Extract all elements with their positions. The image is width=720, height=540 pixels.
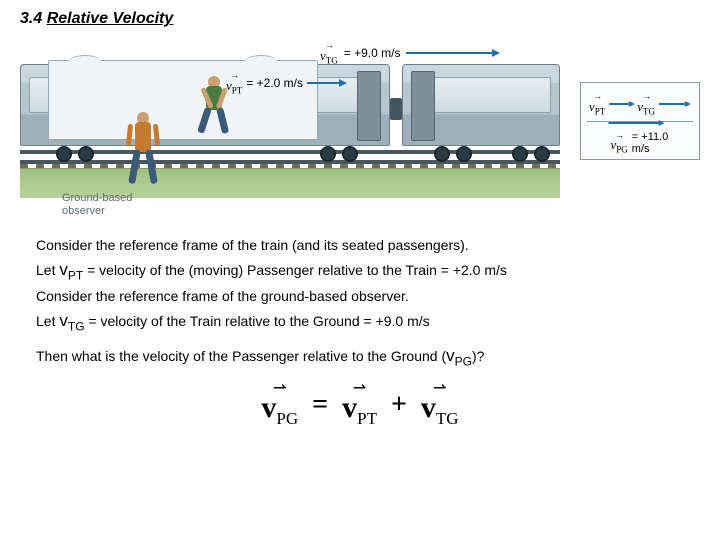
para-3: Consider the reference frame of the grou… [36, 287, 684, 306]
para-4: Let vTG = velocity of the Train relative… [36, 310, 684, 335]
para-2: Let vPT = velocity of the (moving) Passe… [36, 259, 684, 284]
section-number: 3.4 [20, 10, 42, 27]
section-header: 3.4 Relative Velocity [0, 0, 720, 34]
v-tg-value: = +9.0 m/s [344, 46, 401, 60]
wheel-icon [456, 146, 472, 162]
explanation-text: Consider the reference frame of the trai… [0, 222, 720, 370]
train-car [402, 64, 560, 146]
v-tg-symbol: → vTG [320, 42, 338, 65]
vbox-vpg: →vPG = +11.0 m/s [611, 131, 670, 155]
v-pt-arrow-icon [307, 78, 347, 88]
eq-term-vpt: ⇀ vPT [342, 384, 377, 428]
coupling [390, 98, 402, 120]
car-door [411, 71, 435, 141]
wheel-icon [512, 146, 528, 162]
eq-plus: + [391, 389, 407, 421]
vector-equation: ⇀ vPG = ⇀ vPT + ⇀ vTG [150, 384, 570, 428]
wheel-icon [320, 146, 336, 162]
passenger-figure [200, 76, 228, 134]
v-tg-annotation: → vTG = +9.0 m/s [320, 42, 500, 65]
wheel-icon [534, 146, 550, 162]
section-title: Relative Velocity [47, 10, 174, 27]
wheel-icon [342, 146, 358, 162]
vector-diagram-box: →vPT →vTG →vPG = +11.0 m/s [580, 82, 700, 160]
v-pt-value: = +2.0 m/s [246, 76, 303, 90]
para-5: Then what is the velocity of the Passeng… [36, 345, 684, 370]
wheel-icon [56, 146, 72, 162]
wheel-icon [434, 146, 450, 162]
railway-track [20, 146, 560, 168]
vbox-vtg: →vTG [637, 93, 691, 116]
vbox-vpt: →vPT [589, 93, 635, 116]
wheel-icon [78, 146, 94, 162]
observer-figure [128, 112, 158, 186]
v-pt-annotation: → vPT = +2.0 m/s [226, 72, 347, 95]
v-pt-symbol: → vPT [226, 72, 242, 95]
eq-equals: = [312, 389, 328, 421]
v-tg-arrow-icon [406, 48, 500, 58]
figure: → vTG = +9.0 m/s → vPT = +2.0 m/s [20, 42, 700, 222]
eq-term-vtg: ⇀ vTG [421, 384, 459, 428]
observer-label: Ground-based observer [62, 192, 132, 218]
car-door [357, 71, 381, 141]
para-1: Consider the reference frame of the trai… [36, 236, 684, 255]
eq-term-vpg: ⇀ vPG [261, 384, 298, 428]
